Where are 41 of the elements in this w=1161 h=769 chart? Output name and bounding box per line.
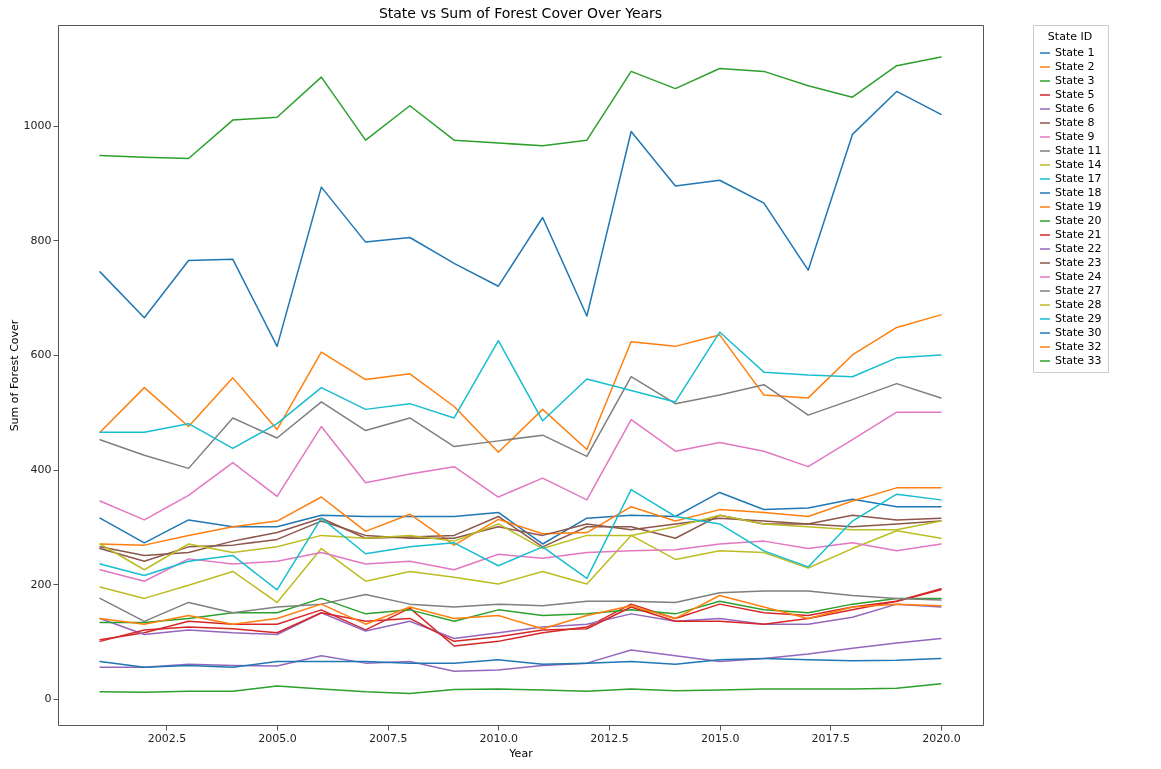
y-tick-label: 0 [44,692,52,706]
y-tick-label: 600 [30,348,52,362]
x-tick-label: 2017.5 [811,731,851,745]
legend-label: State 18 [1055,186,1102,199]
legend-label: State 24 [1055,270,1102,283]
legend-label: State 33 [1055,354,1102,367]
legend-label: State 2 [1055,60,1095,73]
x-tick-label: 2012.5 [590,731,629,745]
x-tick-label: 2010.0 [479,731,519,745]
x-tick-label: 2007.5 [368,731,408,745]
legend-label: State 32 [1055,340,1102,353]
x-tick-label: 2020.0 [922,731,961,745]
legend-label: State 21 [1055,228,1102,241]
legend-label: State 29 [1055,312,1102,325]
legend-label: State 22 [1055,242,1102,255]
legend-label: State 14 [1055,158,1102,171]
chart-title: State vs Sum of Forest Cover Over Years [378,4,663,21]
x-tick-label: 2005.0 [258,731,297,745]
legend-label: State 8 [1055,116,1095,129]
legend-label: State 11 [1055,144,1102,157]
legend-label: State 3 [1055,74,1095,87]
legend-label: State 1 [1055,46,1095,59]
legend-label: State 19 [1055,200,1102,213]
y-tick-label: 400 [30,463,52,477]
legend-label: State 9 [1055,130,1095,143]
legend-title: State ID [1047,30,1093,43]
y-tick-label: 1000 [23,119,52,133]
x-tick-label: 2002.5 [147,731,187,745]
y-tick-label: 200 [30,577,52,591]
legend-label: State 5 [1055,88,1095,101]
y-tick-label: 800 [30,233,52,247]
x-tick-label: 2015.0 [700,731,740,745]
legend-label: State 28 [1055,298,1102,311]
legend-label: State 23 [1055,256,1102,269]
y-axis-title: Sum of Forest Cover [7,319,21,432]
legend-label: State 20 [1055,214,1102,227]
legend-label: State 27 [1055,284,1102,297]
x-axis-title: Year [508,746,534,760]
legend-label: State 6 [1055,102,1095,115]
legend-label: State 30 [1055,326,1102,339]
legend-label: State 17 [1055,172,1102,185]
